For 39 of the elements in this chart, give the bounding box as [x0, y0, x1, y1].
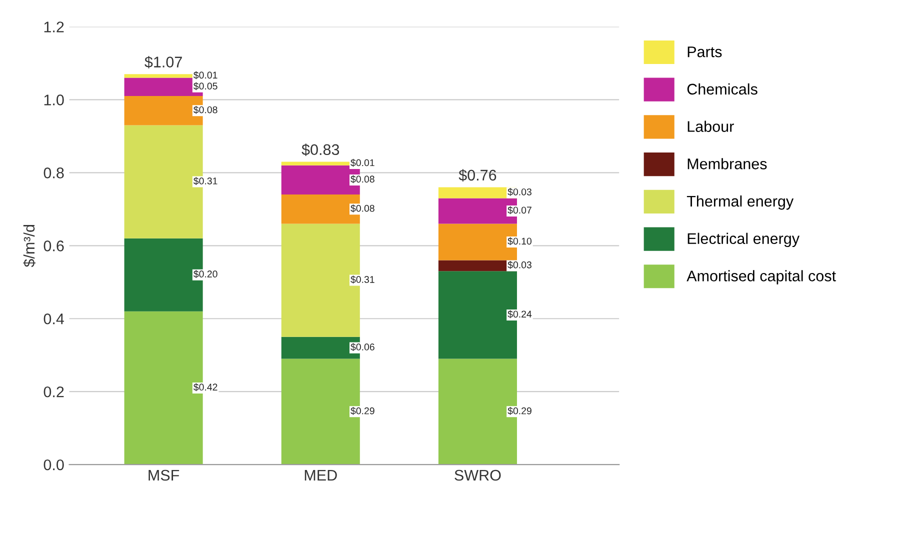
data-label: $0.10	[508, 237, 532, 246]
y-tick-label: 1.0	[44, 94, 64, 106]
y-tick-label: 1.2	[44, 22, 64, 32]
y-tick-label: 0.6	[44, 240, 64, 252]
legend-label: Thermal energy	[686, 195, 794, 210]
y-tick-label: 0.4	[44, 313, 64, 324]
legend-label: Membranes	[688, 158, 767, 170]
data-label: $0.20	[194, 270, 218, 278]
data-label: $0.24	[508, 310, 532, 318]
data-label: $0.08	[350, 175, 374, 184]
data-label: $0.06	[350, 343, 374, 351]
legend-label: Parts	[688, 46, 722, 58]
legend-label: Electrical energy	[688, 232, 800, 248]
x-tick-label: MED	[304, 470, 337, 481]
total-label: $1.07	[144, 56, 182, 68]
y-axis-title: $/m³/d	[23, 224, 36, 268]
data-label: $0.08	[350, 204, 374, 212]
legend-label: Labour	[688, 120, 734, 132]
legend-label: Chemicals	[687, 83, 758, 95]
legend-label: Amortised capital cost	[686, 270, 836, 284]
data-label: $0.42	[194, 383, 218, 392]
data-label: $0.05	[194, 82, 218, 90]
x-tick-label: MSF	[148, 470, 180, 481]
y-tick-label: 0.2	[44, 386, 64, 398]
y-tick-label: 0.8	[44, 168, 64, 178]
data-label: $0.29	[508, 406, 532, 415]
data-label: $0.29	[350, 406, 374, 415]
total-label: $0.76	[458, 169, 496, 182]
data-label: $0.31	[194, 177, 218, 185]
data-label: $0.07	[508, 206, 532, 214]
y-tick-label: 0.0	[44, 459, 64, 470]
data-label: $0.03	[508, 261, 532, 269]
data-label: $0.08	[194, 106, 218, 114]
data-label: $0.03	[508, 188, 532, 196]
x-tick-label: SWRO	[454, 470, 501, 481]
data-label: $0.01	[194, 71, 218, 80]
total-label: $0.83	[302, 144, 340, 156]
data-label: $0.31	[350, 276, 374, 284]
data-label: $0.01	[350, 158, 374, 167]
